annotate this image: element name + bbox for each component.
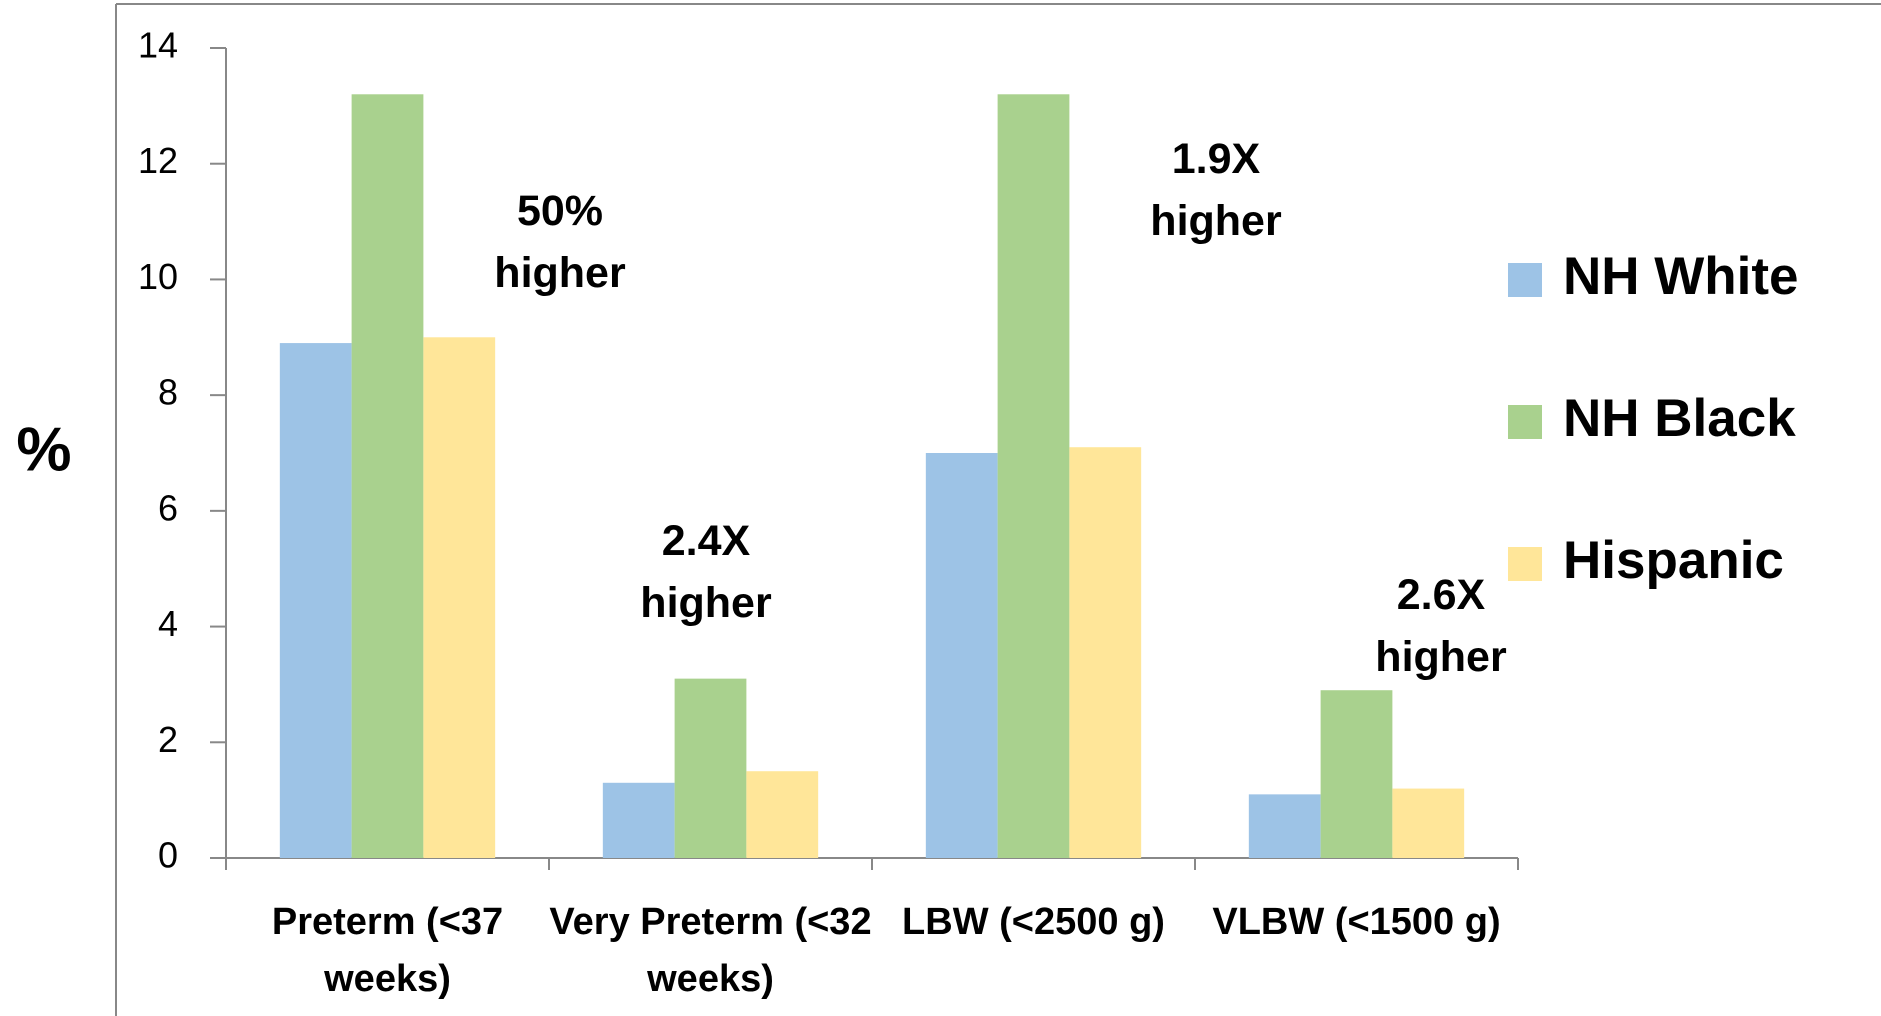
bar — [1320, 690, 1393, 858]
x-tick-label: Very Preterm (<32 weeks) — [549, 901, 872, 1000]
x-tick-label: Preterm (<37 weeks) — [271, 901, 504, 1000]
annotation: 2.6X higher — [1375, 571, 1507, 681]
x-tick-label: LBW (<2500 g) — [902, 901, 1165, 943]
annotation: 50% higher — [494, 187, 626, 297]
legend-label: Hispanic — [1563, 531, 1784, 590]
bar — [279, 343, 352, 859]
x-tick-label: VLBW (<1500 g) — [1212, 901, 1501, 943]
y-tick-label: 2 — [158, 719, 178, 760]
annotation: 1.9X higher — [1150, 135, 1282, 245]
bar — [674, 678, 747, 858]
bar — [423, 337, 496, 858]
legend-label: NH White — [1563, 247, 1799, 306]
bar — [1392, 788, 1465, 858]
bar — [351, 94, 424, 859]
y-tick-label: 10 — [138, 256, 178, 297]
bar — [997, 94, 1070, 859]
y-tick-label: 0 — [158, 835, 178, 876]
legend-swatch — [1508, 263, 1542, 297]
legend-swatch — [1508, 405, 1542, 439]
y-tick-label: 8 — [158, 372, 178, 413]
bar — [746, 771, 819, 858]
y-tick-label: 6 — [158, 487, 178, 528]
legend-swatch — [1508, 547, 1542, 581]
bar — [1069, 447, 1142, 858]
legend-label: NH Black — [1563, 389, 1796, 448]
y-axis-label: % — [16, 415, 71, 484]
y-tick-label: 12 — [138, 140, 178, 181]
annotation: 2.4X higher — [640, 517, 772, 627]
y-tick-label: 4 — [158, 603, 178, 644]
y-tick-label: 14 — [138, 25, 178, 66]
bar — [602, 782, 675, 858]
bar — [1248, 794, 1321, 858]
bar — [925, 453, 998, 858]
